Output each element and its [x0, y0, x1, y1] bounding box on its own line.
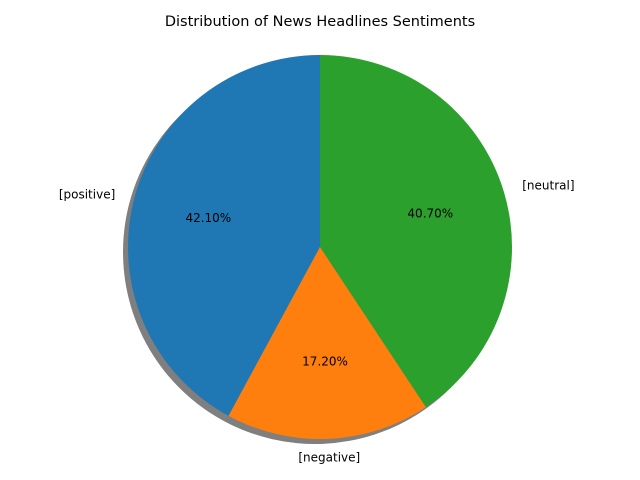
pie-slice-negative — [228, 247, 426, 439]
chart-title: Distribution of News Headlines Sentiment… — [165, 14, 475, 30]
pie-slice-positive — [127, 55, 320, 416]
pie-labels: [positive] 42.10% [negative] 17.20% [neutral… — [59, 179, 575, 465]
slice-label-positive: [positive] — [59, 188, 115, 202]
slice-label-neutral: [neutral] — [522, 179, 574, 193]
pie-slice-neutral — [320, 55, 513, 408]
pie-slices — [127, 55, 513, 439]
slice-label-negative: [negative] — [298, 450, 360, 464]
slice-percent-positive: 42.10% — [185, 211, 231, 225]
slice-percent-negative: 17.20% — [302, 355, 348, 369]
slice-percent-neutral: 40.70% — [407, 206, 453, 220]
